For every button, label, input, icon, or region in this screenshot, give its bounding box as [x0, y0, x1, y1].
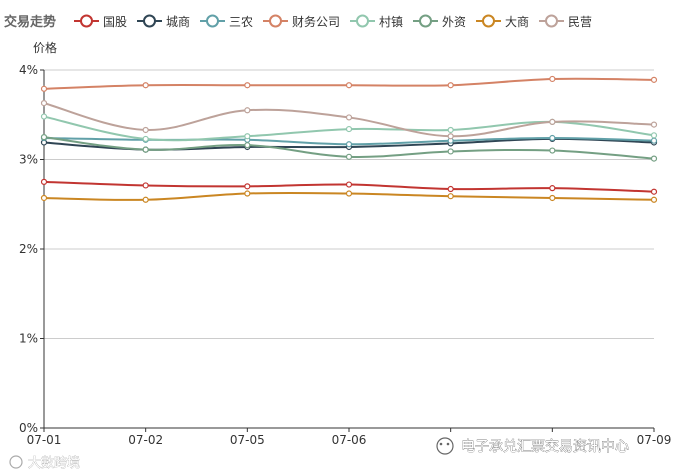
data-point[interactable] — [345, 125, 353, 133]
watermark-left-text: 大數跨境 — [28, 456, 80, 471]
legend-marker-icon — [419, 14, 432, 28]
legend-item[interactable]: 国股 — [74, 14, 127, 29]
series-group — [40, 75, 658, 203]
data-point[interactable] — [345, 114, 353, 121]
legend-label: 三农 — [229, 15, 253, 29]
y-tick-label: 2% — [19, 242, 38, 256]
x-tick-label: 07-06 — [332, 433, 367, 447]
data-point[interactable] — [549, 194, 556, 202]
legend-marker-icon — [545, 14, 558, 28]
legend-marker-icon — [80, 14, 93, 28]
watermark-right-text: 电子承兑汇票交易资讯中心 — [461, 438, 629, 455]
data-point[interactable] — [142, 146, 149, 153]
data-point[interactable] — [142, 182, 149, 189]
y-tick-label: 4% — [19, 63, 38, 77]
data-point[interactable] — [549, 185, 556, 192]
data-point[interactable] — [549, 134, 556, 142]
data-point[interactable] — [244, 82, 251, 89]
data-point[interactable] — [40, 113, 48, 120]
data-point[interactable] — [244, 133, 251, 140]
data-point[interactable] — [40, 100, 48, 107]
series-4 — [40, 75, 658, 92]
legend-marker-icon — [206, 14, 219, 28]
data-point[interactable] — [447, 126, 454, 134]
legend-item[interactable]: 村镇 — [350, 14, 403, 29]
wechat-icon-eye-left — [439, 442, 443, 446]
data-point[interactable] — [142, 135, 149, 143]
legend-label: 财务公司 — [292, 14, 340, 29]
data-point[interactable] — [447, 148, 454, 155]
data-point[interactable] — [345, 153, 353, 160]
watermark-left: 大數跨境 — [9, 455, 80, 471]
series-7 — [40, 190, 658, 203]
data-point[interactable] — [549, 118, 556, 126]
data-point[interactable] — [345, 190, 353, 197]
y-grid-lines — [44, 69, 654, 339]
wechat-icon — [436, 437, 454, 455]
x-tick-label: 07-05 — [230, 433, 265, 447]
x-tick-label: 07-02 — [128, 433, 163, 447]
data-point[interactable] — [650, 76, 658, 83]
legend-item[interactable]: 城商 — [137, 14, 190, 29]
wechat-icon-eye-right — [446, 442, 450, 446]
data-point[interactable] — [650, 121, 658, 128]
y-tick-label: 1% — [19, 332, 38, 346]
y-tick-label: 3% — [19, 153, 38, 167]
data-point[interactable] — [549, 75, 556, 83]
data-point[interactable] — [650, 137, 658, 144]
data-point[interactable] — [40, 194, 48, 202]
legend-marker-icon — [269, 14, 282, 28]
legend-label: 国股 — [103, 15, 127, 29]
data-point[interactable] — [142, 82, 149, 89]
data-point[interactable] — [345, 181, 353, 188]
series-6 — [40, 134, 658, 162]
legend-item[interactable]: 民营 — [539, 14, 592, 29]
data-point[interactable] — [650, 132, 658, 139]
data-point[interactable] — [447, 133, 454, 140]
legend-marker-icon — [356, 14, 369, 28]
chart-legend: 交易走势 国股 城商 三农 财务公司 村镇 外资 大商 民营 — [4, 14, 592, 30]
data-point[interactable] — [650, 188, 658, 195]
data-point[interactable] — [650, 196, 658, 203]
data-point[interactable] — [244, 190, 251, 197]
legend-label: 大商 — [505, 14, 529, 29]
series-1 — [40, 178, 658, 195]
legend-item[interactable]: 外资 — [413, 14, 466, 29]
data-point[interactable] — [142, 126, 149, 134]
data-point[interactable] — [244, 142, 251, 149]
x-tick-label: 07-09 — [637, 433, 672, 447]
series-8 — [40, 100, 658, 140]
data-point[interactable] — [40, 134, 48, 141]
watermark-right: 电子承兑汇票交易资讯中心 — [436, 437, 629, 455]
y-axis-label: 价格 — [33, 40, 57, 55]
y-tick-label: 0% — [19, 421, 38, 435]
data-point[interactable] — [447, 82, 454, 89]
data-point[interactable] — [142, 196, 149, 203]
legend-item[interactable]: 大商 — [476, 14, 529, 29]
data-point[interactable] — [447, 185, 454, 193]
legend-marker-icon — [143, 14, 156, 28]
x-axis-ticks: 07-01 07-02 07-05 07-06 07-09 — [27, 428, 672, 447]
data-point[interactable] — [447, 193, 454, 200]
x-tick-label: 07-01 — [27, 433, 62, 447]
legend-item[interactable]: 财务公司 — [263, 14, 340, 29]
data-point[interactable] — [244, 107, 251, 114]
legend-marker-icon — [482, 14, 495, 28]
legend-item[interactable]: 三农 — [200, 14, 253, 29]
data-point[interactable] — [345, 141, 353, 148]
watermark-logo-icon — [9, 455, 23, 469]
chart-title: 交易走势 — [4, 14, 56, 30]
data-point[interactable] — [549, 147, 556, 154]
data-point[interactable] — [244, 183, 251, 190]
data-point[interactable] — [650, 155, 658, 162]
data-point[interactable] — [345, 82, 353, 89]
legend-label: 外资 — [442, 15, 466, 29]
data-point[interactable] — [40, 85, 48, 92]
legend-label: 村镇 — [379, 15, 403, 29]
y-axis-ticks: 0% 1% 2% 3% 4% — [19, 63, 44, 435]
legend-label: 城商 — [166, 14, 190, 29]
data-point[interactable] — [40, 178, 48, 185]
legend-label: 民营 — [568, 15, 592, 29]
